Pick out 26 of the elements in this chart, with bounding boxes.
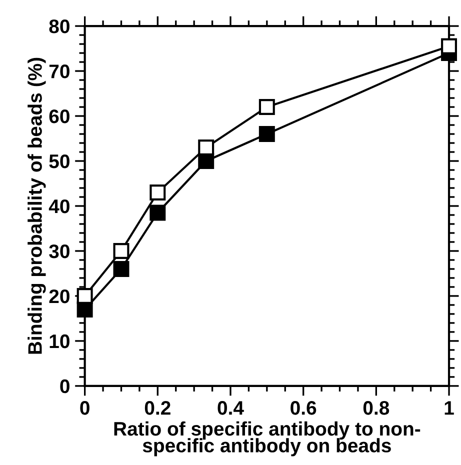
point [113,260,130,277]
y-tick-label: 0 [60,379,70,394]
y-axis-title: Binding probability of beads (%) [28,58,46,354]
y-tick-label: 50 [49,154,70,168]
point [150,204,166,221]
y-tick-label: 80 [49,20,70,34]
x-tick-label: 0.8 [363,401,390,415]
point [258,99,275,116]
x-tick-label: 1 [444,401,454,415]
y-tick-label: 10 [50,334,70,348]
point [198,140,214,156]
y-tick-label: 40 [48,199,70,214]
point [150,184,166,200]
point [76,301,93,318]
x-tick-label: 0.2 [144,401,170,415]
x-tick-label: 0.4 [218,401,244,415]
point [441,38,458,54]
y-tick-label: 30 [49,244,70,258]
point [258,126,275,142]
y-tick-label: 60 [49,109,70,124]
x-tick-label: 0.6 [290,401,316,415]
y-tick-label: 70 [49,64,70,78]
x-axis-title: Ratio of specific antibody to non- specific antibody on beads [114,421,420,456]
point [113,242,130,259]
x-tick-label: 0 [80,401,90,415]
y-tick-label: 20 [49,289,70,304]
